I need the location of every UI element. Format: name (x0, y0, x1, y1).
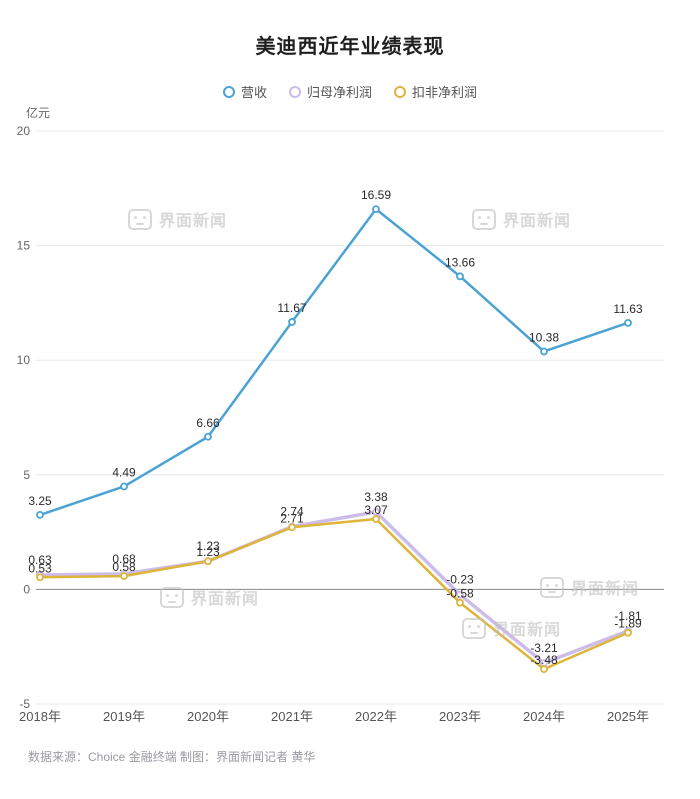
data-point (624, 318, 632, 327)
chart-title: 美迪西近年业绩表现 (255, 36, 445, 58)
value-label: 3.25 (28, 494, 52, 508)
value-label: -3.48 (530, 653, 558, 667)
data-point (540, 347, 548, 356)
y-tick-label: 5 (23, 468, 30, 482)
data-point (456, 272, 464, 281)
data-point (372, 508, 380, 516)
data-point (204, 432, 212, 441)
x-axis-label: 2019年 (103, 709, 145, 724)
data-source-note: 数据来源：Choice 金融终端 制图：界面新闻记者 黄华 (28, 750, 316, 764)
legend-item-2[interactable]: 扣非净利润 (394, 82, 477, 101)
legend-label: 营收 (240, 85, 267, 100)
value-label: 6.66 (196, 416, 220, 430)
legend-marker-icon (394, 85, 406, 98)
value-label: -1.89 (614, 617, 642, 631)
legend-label: 归母净利润 (306, 85, 372, 100)
value-label: 3.07 (364, 503, 388, 517)
y-tick-label: 10 (17, 353, 31, 367)
data-point (456, 598, 464, 607)
data-point (456, 590, 464, 599)
legend-item-1[interactable]: 归母净利润 (288, 82, 372, 101)
data-point (372, 515, 380, 523)
value-label: 2.74 (280, 505, 304, 519)
value-label: 0.53 (28, 561, 52, 575)
x-axis-label: 2022年 (355, 709, 397, 724)
legend-marker-icon (288, 85, 301, 98)
data-point (120, 482, 128, 491)
series-line-1 (38, 510, 630, 665)
legend-label: 扣非净利润 (412, 85, 478, 100)
value-label: 4.49 (112, 465, 136, 479)
value-label: 0.68 (112, 552, 136, 566)
y-tick-label: 15 (17, 239, 31, 253)
data-point (372, 205, 380, 214)
x-axis-label: 2021年 (271, 709, 313, 724)
value-label: 11.63 (613, 302, 642, 316)
data-point (288, 318, 296, 326)
value-label: -1.81 (614, 609, 642, 623)
value-label: 0.63 (28, 553, 52, 567)
value-label: 11.67 (277, 301, 306, 315)
legend-marker-icon (222, 85, 235, 98)
value-label: -0.23 (446, 573, 474, 587)
value-label: -0.58 (446, 587, 474, 601)
series-line-2 (38, 517, 630, 671)
data-point (288, 523, 296, 532)
data-point (36, 573, 44, 582)
value-label: 0.58 (112, 560, 136, 574)
data-point (540, 665, 548, 674)
data-point (120, 572, 128, 581)
series-line-0 (38, 207, 630, 517)
y-tick-label: 0 (23, 582, 30, 596)
value-label: 1.23 (196, 545, 220, 559)
x-axis-label: 2023年 (439, 709, 481, 724)
value-label: 1.23 (196, 539, 220, 553)
y-axis-unit-label: 亿元 (26, 106, 51, 120)
value-label: -3.21 (530, 641, 558, 655)
x-axis-label: 2024年 (523, 709, 565, 724)
value-label: 2.71 (280, 511, 304, 525)
x-axis-label: 2018年 (19, 709, 61, 724)
value-label: 16.59 (361, 188, 391, 202)
legend-item-0[interactable]: 营收 (222, 82, 267, 101)
data-point (36, 511, 44, 519)
y-tick-label: 20 (17, 124, 31, 138)
value-label: 3.38 (364, 490, 388, 504)
data-point (624, 628, 632, 637)
y-tick-label: -5 (19, 697, 30, 711)
value-label: 13.66 (445, 255, 475, 269)
legend: 营收 归母净利润 扣非净利润 (0, 82, 700, 101)
data-point (204, 557, 212, 566)
value-label: 10.38 (529, 330, 559, 344)
x-axis-label: 2025年 (607, 709, 649, 724)
x-axis-label: 2020年 (187, 709, 229, 724)
